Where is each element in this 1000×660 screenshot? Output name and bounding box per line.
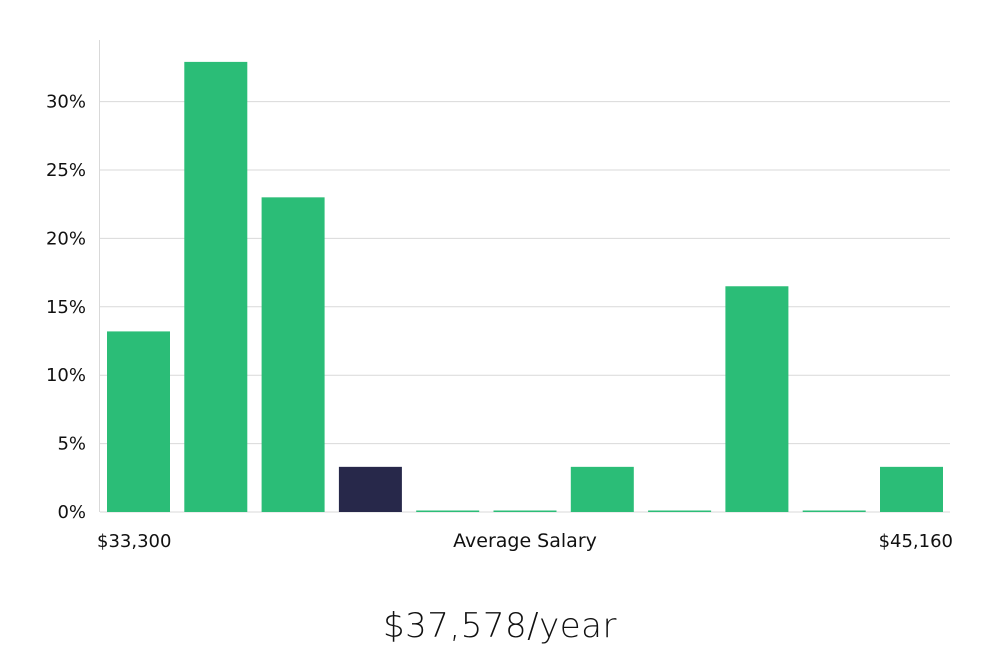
bar [725, 286, 789, 512]
y-tick-label: 10% [46, 365, 86, 386]
bar [184, 61, 248, 512]
average-salary-value: $37,578/year [383, 606, 617, 646]
salary-histogram: 0% 5% 10% 15% 20% 25% 30% $33,300 Average Sala… [46, 40, 953, 552]
y-tick-labels: 0% 5% 10% 15% 20% 25% 30% [46, 92, 86, 523]
x-min-label: $33,300 [97, 531, 171, 552]
y-tick-label: 15% [46, 297, 86, 318]
bars [107, 61, 943, 513]
bar [880, 466, 943, 512]
bar [493, 510, 557, 512]
y-tick-label: 5% [57, 434, 86, 455]
bar-highlighted [338, 466, 402, 512]
bar [261, 197, 325, 513]
y-tick-label: 25% [46, 160, 86, 181]
bar [107, 331, 170, 512]
x-max-label: $45,160 [879, 531, 953, 552]
bar [802, 510, 866, 512]
y-tick-label: 30% [46, 92, 86, 113]
y-tick-label: 20% [46, 228, 86, 249]
bar [648, 510, 712, 512]
bar [570, 466, 634, 512]
bar [416, 510, 480, 512]
y-tick-label: 0% [57, 502, 86, 523]
x-axis-label: Average Salary [453, 530, 597, 552]
